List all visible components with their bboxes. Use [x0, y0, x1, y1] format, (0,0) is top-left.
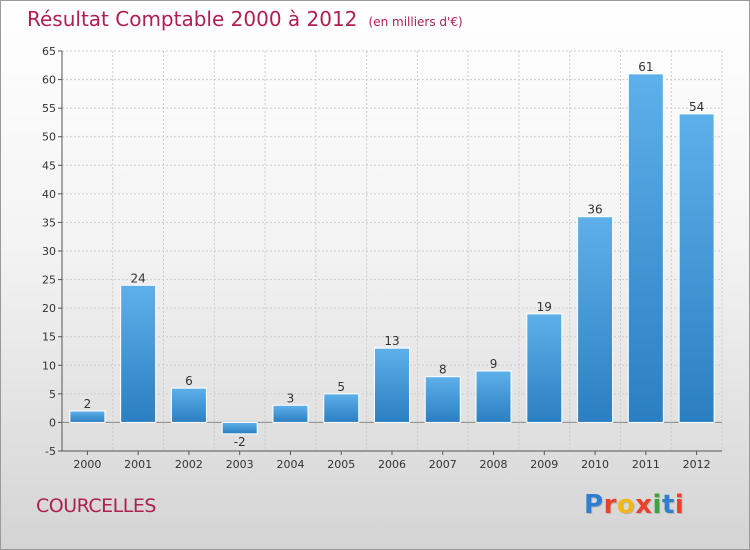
bar: [221, 421, 258, 435]
x-tick-label: 2001: [124, 458, 152, 471]
bar: [678, 113, 715, 423]
chart-title: Résultat Comptable 2000 à 2012 (en milli…: [27, 7, 463, 31]
data-label: 2: [84, 397, 92, 411]
bar: [272, 404, 309, 423]
data-label: 54: [689, 100, 704, 114]
y-tick-label: 10: [42, 359, 56, 372]
bar: [424, 376, 461, 423]
x-tick-label: 2012: [683, 458, 711, 471]
bars: [69, 73, 715, 435]
data-label: 3: [287, 391, 295, 405]
y-tick-label: 40: [42, 188, 56, 201]
brand-letter: r: [603, 490, 617, 520]
chart-title-main: Résultat Comptable 2000 à 2012: [27, 7, 358, 31]
bar: [120, 284, 157, 423]
brand-letter: i: [674, 490, 685, 520]
data-label: 13: [384, 334, 399, 348]
data-label: 5: [337, 380, 345, 394]
y-tick-label: 25: [42, 274, 56, 287]
x-tick-label: 2011: [632, 458, 660, 471]
x-tick-label: 2009: [530, 458, 558, 471]
data-label: 19: [537, 300, 552, 314]
bar: [526, 313, 563, 423]
brand-letter: o: [616, 490, 636, 520]
data-label: 6: [185, 374, 193, 388]
y-tick-label: 35: [42, 216, 56, 229]
brand-letter: P: [584, 490, 604, 520]
data-label: 61: [638, 60, 653, 74]
x-tick-label: 2006: [378, 458, 406, 471]
y-tick-label: 50: [42, 131, 56, 144]
y-tick-label: 30: [42, 245, 56, 258]
y-tick-label: 5: [49, 388, 56, 401]
x-tick-label: 2005: [327, 458, 355, 471]
x-tick-label: 2008: [480, 458, 508, 471]
city-name: COURCELLES: [36, 495, 156, 517]
bar: [170, 387, 207, 423]
bar: [627, 73, 664, 423]
data-label: 24: [131, 271, 146, 285]
y-tick-label: 20: [42, 302, 56, 315]
x-tick-label: 2002: [175, 458, 203, 471]
x-tick-label: 2000: [73, 458, 101, 471]
data-label: -2: [234, 435, 246, 449]
y-tick-label: 15: [42, 331, 56, 344]
y-tick-label: 0: [49, 416, 56, 429]
brand-logo: Proxiti: [584, 490, 684, 520]
y-tick-label: 45: [42, 159, 56, 172]
chart-subtitle: (en milliers d'€): [368, 15, 463, 29]
y-tick-label: 55: [42, 102, 56, 115]
y-tick-label: -5: [45, 445, 56, 458]
x-tick-label: 2010: [581, 458, 609, 471]
data-label: 9: [490, 357, 498, 371]
x-tick-label: 2004: [276, 458, 304, 471]
bar: [577, 216, 614, 423]
x-tick-label: 2007: [429, 458, 457, 471]
x-tick-label: 2003: [226, 458, 254, 471]
bar: [323, 393, 360, 423]
brand-letter: i: [652, 490, 662, 520]
brand-letter: x: [635, 490, 653, 520]
y-tick-label: 60: [42, 74, 56, 87]
brand-letter: t: [661, 490, 675, 520]
bar: [475, 370, 512, 423]
data-label: 36: [587, 203, 602, 217]
bar: [374, 347, 410, 423]
labels: -505101520253035404550556065220002420016…: [42, 45, 711, 471]
data-label: 8: [439, 363, 447, 377]
bar: [69, 410, 106, 423]
y-tick-label: 65: [42, 45, 56, 58]
